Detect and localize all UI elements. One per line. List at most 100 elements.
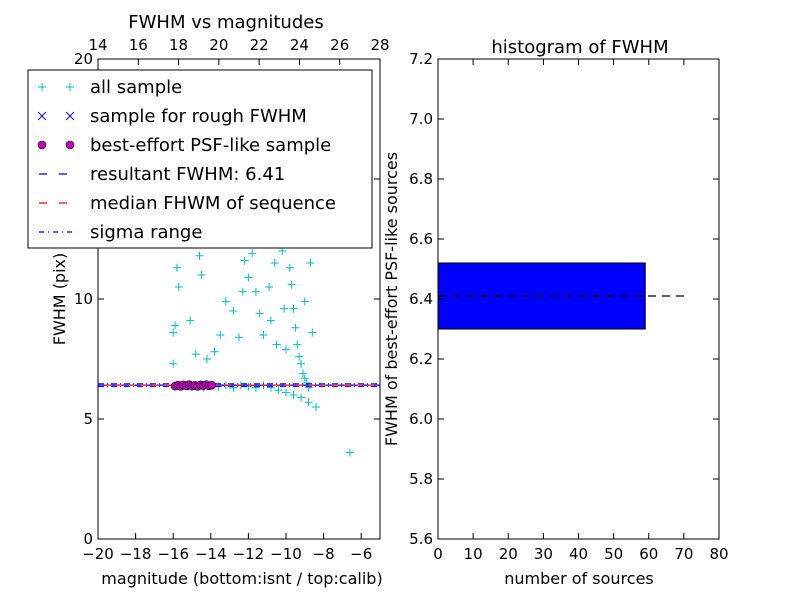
left-y-tick-label: 20 — [74, 50, 93, 68]
left-top-x-tick-label: 16 — [129, 36, 148, 54]
all-sample-point — [300, 297, 309, 306]
all-sample-point — [297, 359, 306, 368]
legend-marker-plus — [66, 83, 74, 91]
left-x-tick-label: −20 — [82, 545, 114, 563]
all-sample-point — [174, 283, 183, 291]
all-sample-point — [238, 287, 247, 296]
left-top-x-tick-label: 14 — [88, 36, 107, 54]
right-x-tick-label: 80 — [709, 545, 728, 563]
all-sample-point — [240, 256, 249, 265]
left-top-x-tick-label: 26 — [330, 36, 349, 54]
left-top-x-tick-label: 18 — [169, 36, 188, 54]
legend-entry-label: sample for rough FWHM — [90, 106, 307, 127]
legend: all sample sample for rough FWHM best-effo… — [27, 69, 373, 249]
all-sample-point — [282, 388, 290, 397]
right-y-tick-label: 6.0 — [409, 410, 433, 428]
all-sample-point — [312, 403, 321, 411]
right-x-tick-label: 60 — [639, 545, 658, 563]
right-x-tick-label: 30 — [534, 545, 553, 563]
all-sample-point — [259, 331, 268, 339]
right-y-tick-label: 6.2 — [409, 350, 433, 368]
all-sample-point — [248, 249, 257, 258]
all-sample-point — [266, 316, 275, 325]
right-x-tick-label: 70 — [674, 545, 693, 563]
legend-entry-label: sigma range — [90, 222, 202, 243]
right-x-tick-label: 50 — [604, 545, 623, 563]
right-y-tick-label: 6.4 — [409, 290, 433, 308]
right-x-tick-label: 20 — [499, 545, 518, 563]
right-y-tick-label: 5.6 — [409, 530, 433, 548]
all-sample-point — [308, 328, 317, 337]
all-sample-point — [203, 355, 212, 363]
all-sample-point — [186, 316, 195, 325]
all-sample-point — [291, 323, 300, 332]
legend-entry-label: best-effort PSF-like sample — [90, 135, 331, 156]
all-sample-point — [280, 304, 289, 313]
all-sample-point — [300, 374, 309, 383]
right-plot-content — [437, 262, 684, 330]
all-sample-point — [282, 345, 290, 354]
legend-marker-circle — [37, 140, 47, 150]
psf-sample-point — [207, 380, 217, 390]
legend-marker-circle — [65, 140, 75, 150]
left-x-tick-label: −6 — [350, 545, 372, 563]
left-y-axis-label: FWHM (pix) — [50, 253, 69, 346]
right-histogram-panel: 0 10 20 30 40 50 60 70 80 5.6 5.8 6.0 6.2 6.4 6.6 6.8 7.… — [382, 37, 729, 588]
all-sample-point — [289, 304, 298, 313]
right-x-tick-label: 0 — [433, 545, 443, 563]
all-sample-point — [287, 280, 296, 289]
legend-marker-x — [65, 111, 75, 121]
all-sample-point — [216, 331, 225, 339]
legend-entry-label: all sample — [90, 77, 182, 98]
all-sample-point — [197, 271, 206, 279]
all-sample-point — [293, 340, 302, 349]
left-top-x-tick-label: 24 — [290, 36, 309, 54]
left-y-tick-label: 5 — [83, 410, 93, 428]
left-top-x-tick-label: 20 — [209, 36, 228, 54]
left-x-tick-label: −12 — [233, 545, 265, 563]
right-y-tick-label: 6.8 — [409, 170, 433, 188]
all-sample-point — [229, 307, 238, 315]
all-sample-point — [195, 251, 204, 260]
all-sample-point — [191, 350, 200, 359]
all-sample-point — [289, 391, 298, 399]
legend-entry-label: median FHWM of sequence — [90, 193, 336, 214]
legend-box — [27, 69, 373, 249]
all-sample-point — [169, 359, 178, 368]
left-x-tick-label: −16 — [157, 545, 189, 563]
left-top-x-tick-label: 28 — [370, 36, 389, 54]
all-sample-point — [274, 386, 283, 395]
all-sample-point — [265, 283, 274, 291]
all-sample-point — [295, 352, 304, 361]
all-sample-point — [171, 321, 180, 330]
all-sample-point — [345, 448, 354, 457]
all-sample-point — [298, 369, 307, 378]
left-top-x-tick-label: 22 — [250, 36, 269, 54]
left-y-tick-label: 10 — [74, 290, 93, 308]
left-chart-title: FWHM vs magnitudes — [128, 12, 323, 33]
all-sample-point — [244, 273, 253, 282]
left-x-tick-label: −8 — [313, 545, 335, 563]
right-x-axis-label: number of sources — [504, 569, 654, 588]
legend-marker-plus — [38, 83, 46, 91]
all-sample-point — [251, 287, 260, 296]
right-y-tick-label: 7.2 — [409, 50, 433, 68]
all-sample-point — [169, 328, 178, 337]
all-sample-point — [304, 398, 313, 407]
all-sample-point — [285, 263, 294, 272]
all-sample-point — [235, 333, 243, 342]
all-sample-point — [210, 347, 219, 356]
left-scatter-panel: −20 −18 −16 −14 −12 −10 −8 −6 14 16 18 20 22 24 26 28 0 5… — [27, 12, 390, 588]
right-y-tick-label: 6.6 — [409, 230, 433, 248]
left-x-tick-label: −10 — [270, 545, 302, 563]
left-x-tick-label: −18 — [120, 545, 152, 563]
all-sample-point — [221, 297, 230, 306]
all-sample-point — [306, 259, 315, 267]
left-axis-ticks: −20 −18 −16 −14 −12 −10 −8 −6 14 16 18 20 22 24 26 28 0 5… — [74, 36, 390, 563]
right-y-axis-label: FWHM of best-effort PSF-like sources — [382, 152, 401, 446]
all-sample-point — [297, 393, 306, 402]
left-x-tick-label: −14 — [195, 545, 227, 563]
left-x-axis-label: magnitude (bottom:isnt / top:calib) — [101, 569, 382, 588]
right-axis-ticks: 0 10 20 30 40 50 60 70 80 5.6 5.8 6.0 6.2 6.4 6.6 6.8 7.… — [409, 50, 728, 563]
